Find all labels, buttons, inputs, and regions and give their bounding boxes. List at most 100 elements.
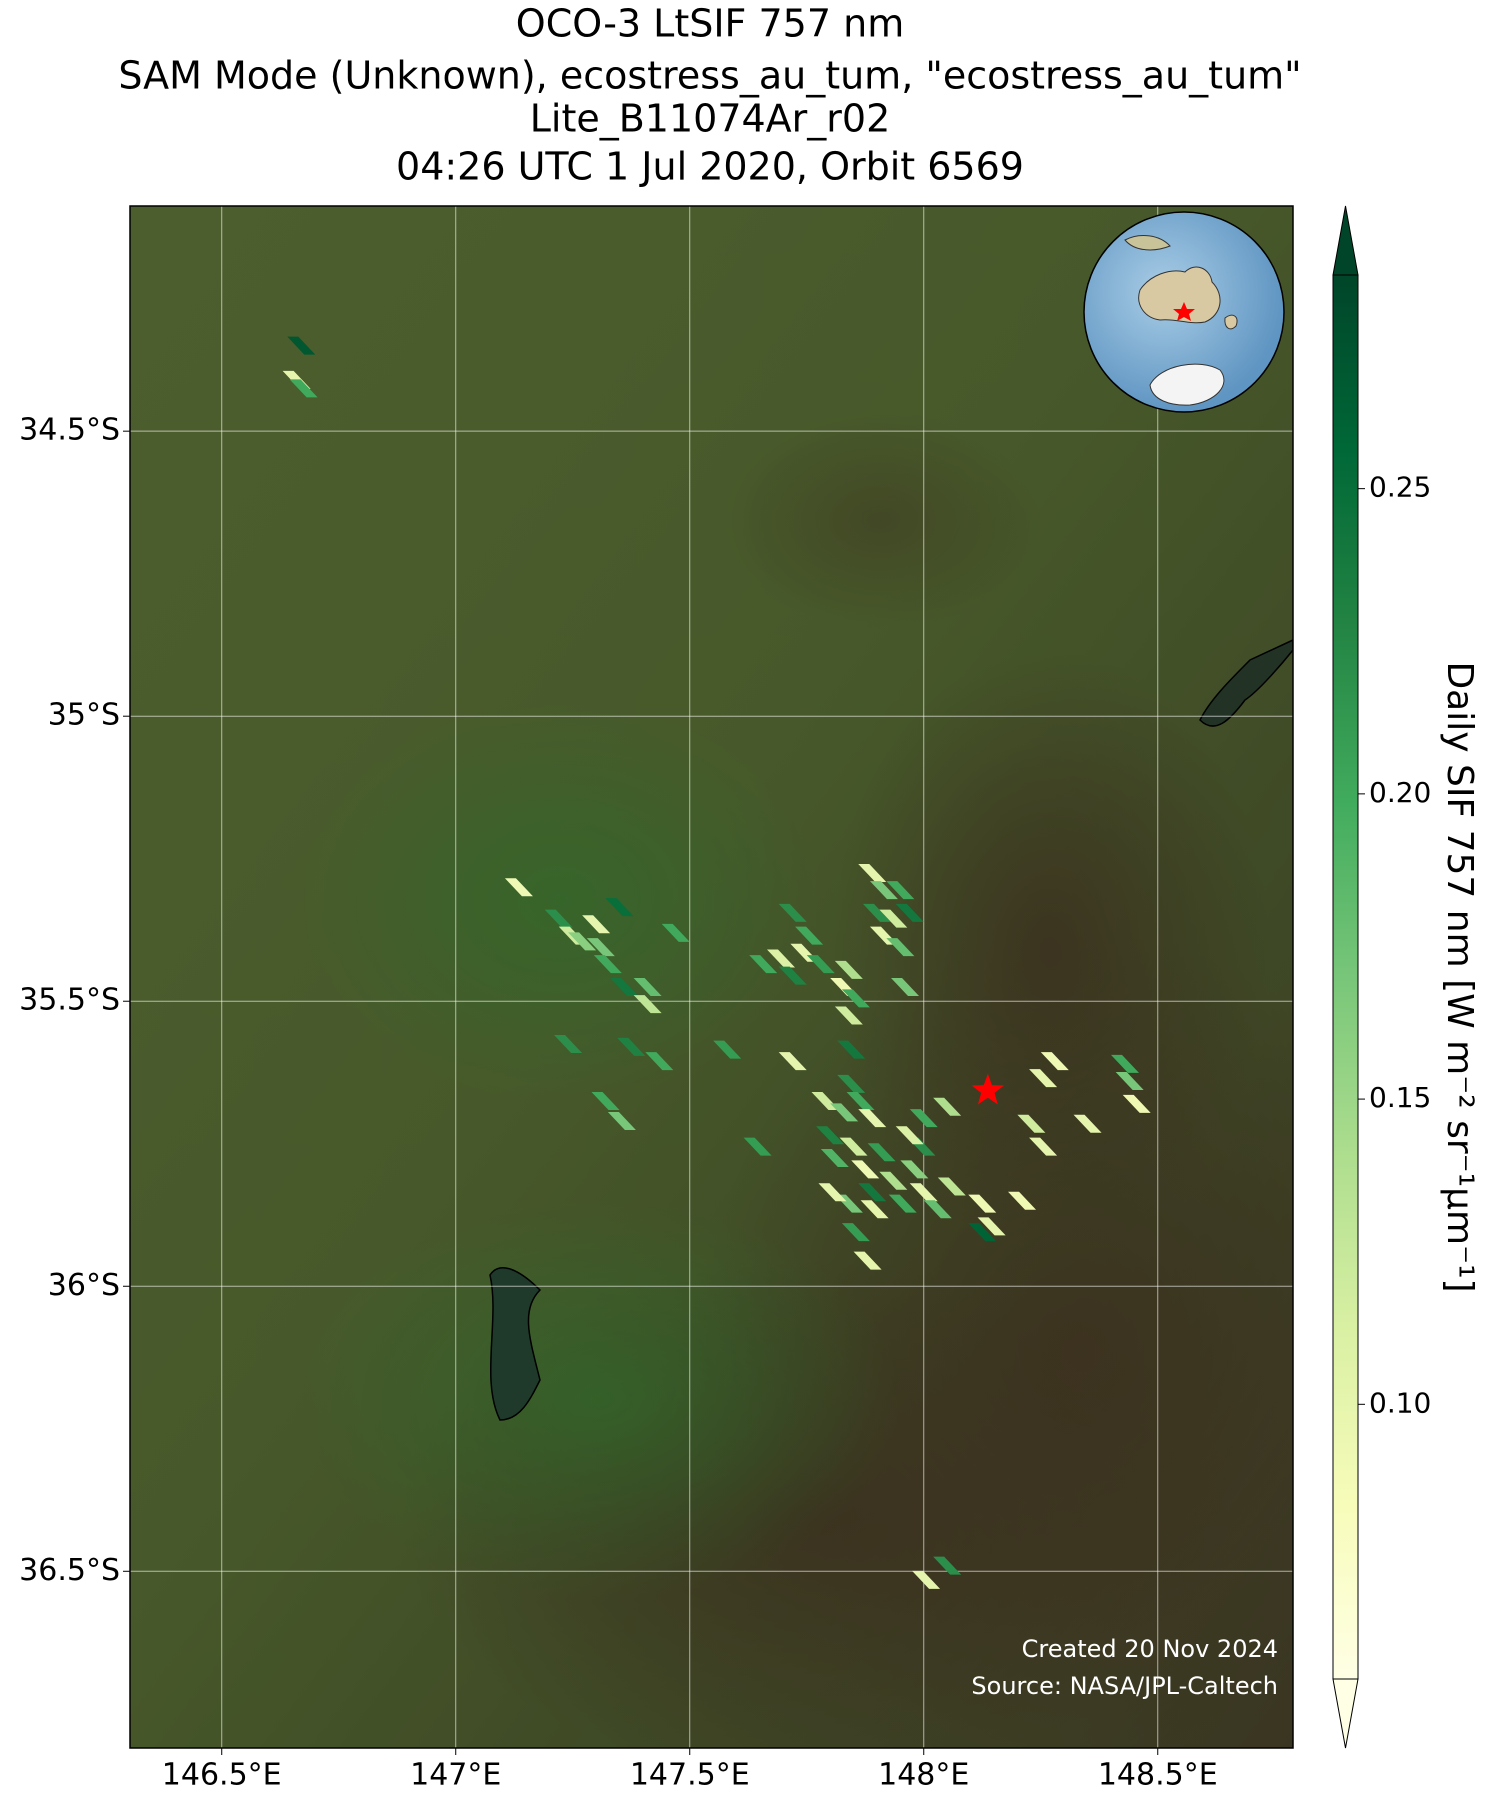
sif-footprint	[610, 977, 639, 996]
sif-footprint	[816, 1126, 845, 1145]
sif-footprint	[933, 1097, 962, 1116]
sif-footprint	[795, 926, 824, 945]
sif-footprint	[820, 1148, 849, 1167]
colorbar-extend-max	[1332, 205, 1359, 276]
footprints	[282, 336, 1151, 1589]
sif-footprint	[1040, 1052, 1069, 1071]
sif-footprint	[886, 938, 915, 957]
sif-footprint	[886, 881, 915, 900]
sif-footprint	[909, 1183, 938, 1202]
sif-footprint	[879, 1171, 908, 1190]
title-line: OCO-3 LtSIF 757 nm	[516, 2, 904, 46]
sif-footprint	[504, 878, 533, 897]
colorbar: 0.10 0.15 0.20 0.25 Daily SIF 757 nm [W m⁻² …	[1332, 205, 1480, 1749]
sif-footprint	[607, 1111, 636, 1130]
y-tick-label: 35.5°S	[19, 983, 120, 1018]
sif-footprint	[888, 1194, 917, 1213]
titles: OCO-3 LtSIF 757 nm SAM Mode (Unknown), ec…	[118, 2, 1301, 189]
sif-footprint	[841, 989, 870, 1008]
sif-footprint	[837, 1074, 866, 1093]
sif-footprint	[837, 1040, 866, 1059]
grid	[130, 206, 1293, 1748]
sif-footprint	[1008, 1191, 1037, 1210]
sif-footprint	[862, 903, 891, 922]
sif-footprint	[846, 1091, 875, 1110]
sif-footprint	[617, 1037, 646, 1056]
sif-footprint	[766, 949, 795, 968]
sif-footprint	[1029, 1137, 1058, 1156]
colorbar-label: Daily SIF 757 nm [W m⁻² sr⁻¹µm⁻¹]	[1439, 661, 1480, 1292]
sif-footprint	[895, 1126, 924, 1145]
y-tick-label: 34.5°S	[19, 413, 120, 448]
basemap	[130, 206, 1293, 1748]
sif-footprint	[749, 955, 778, 974]
sif-footprint	[645, 1052, 674, 1071]
sif-footprint	[891, 977, 920, 996]
y-tick-label: 36.5°S	[19, 1553, 120, 1588]
sif-footprint	[933, 1556, 962, 1575]
title-line: Lite_B11074Ar_r02	[530, 97, 891, 141]
sif-footprint	[289, 379, 318, 398]
x-tick-label: 146.5°E	[162, 1758, 282, 1793]
sif-footprint	[1029, 1069, 1058, 1088]
sif-footprint	[912, 1570, 941, 1589]
sif-footprint	[633, 977, 662, 996]
sif-footprint	[909, 1109, 938, 1128]
title-line: SAM Mode (Unknown), ecostress_au_tum, "e…	[118, 54, 1301, 98]
colorbar-tick-label: 0.15	[1369, 1081, 1431, 1114]
sif-footprint	[834, 1006, 863, 1025]
sif-footprint	[593, 955, 622, 974]
sif-footprint	[778, 966, 807, 985]
sif-footprint	[830, 1103, 859, 1122]
sif-footprint	[867, 1143, 896, 1162]
x-tick-label: 147°E	[410, 1758, 501, 1793]
x-tick-label: 148°E	[878, 1758, 969, 1793]
sif-footprint	[554, 1034, 583, 1053]
sif-footprint	[1122, 1094, 1151, 1113]
colorbar-tick-label: 0.20	[1369, 776, 1431, 809]
sif-footprint	[633, 995, 662, 1014]
sif-footprint	[661, 923, 690, 942]
sif-footprint	[806, 955, 835, 974]
sif-footprint	[923, 1200, 952, 1219]
globe-inset	[1083, 211, 1285, 413]
credit-text: Source: NASA/JPL-Caltech	[971, 1672, 1278, 1700]
sif-footprint	[582, 915, 611, 934]
sif-footprint	[1115, 1072, 1144, 1091]
sif-footprint	[778, 1052, 807, 1071]
colorbar-extend-min	[1332, 1678, 1359, 1749]
credit-text: Created 20 Nov 2024	[1022, 1635, 1278, 1663]
sif-footprint	[858, 863, 887, 882]
title-line: 04:26 UTC 1 Jul 2020, Orbit 6569	[396, 145, 1024, 189]
sif-footprint	[937, 1177, 966, 1196]
sif-footprint	[968, 1194, 997, 1213]
sif-footprint	[968, 1223, 997, 1242]
sif-footprint	[1017, 1114, 1046, 1133]
sif-footprint	[568, 932, 597, 951]
sif-footprint	[834, 960, 863, 979]
sif-footprint	[1110, 1054, 1139, 1073]
colorbar-gradient	[1332, 274, 1359, 1680]
sif-footprint	[895, 903, 924, 922]
x-tick-label: 147.5°E	[630, 1758, 750, 1793]
sif-footprint	[977, 1217, 1006, 1236]
sif-footprint	[818, 1183, 847, 1202]
x-tick-label: 148.5°E	[1098, 1758, 1218, 1793]
sif-footprint	[743, 1137, 772, 1156]
sif-footprint	[858, 1109, 887, 1128]
sif-footprint	[860, 1200, 889, 1219]
sif-footprint	[544, 909, 573, 928]
sif-footprint	[841, 1223, 870, 1242]
sif-footprint	[586, 938, 615, 957]
site-marker	[971, 1073, 1005, 1105]
sif-footprint	[287, 336, 316, 355]
axis-labels: 146.5°E 147°E 147.5°E 148°E 148.5°E 34.5°S 35°…	[19, 413, 1218, 1793]
sif-footprint	[851, 1160, 880, 1179]
sif-footprint	[605, 898, 634, 917]
sif-footprint	[869, 881, 898, 900]
sif-footprint	[839, 1137, 868, 1156]
colorbar-tick-label: 0.25	[1369, 471, 1431, 504]
sif-footprint	[713, 1040, 742, 1059]
sif-footprint	[858, 1183, 887, 1202]
y-tick-label: 36°S	[48, 1268, 120, 1303]
